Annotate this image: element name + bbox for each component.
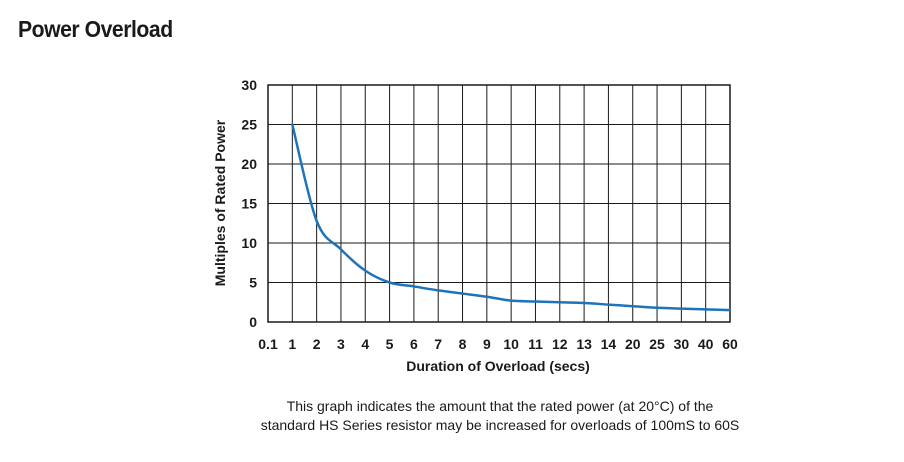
x-tick-label: 2 — [313, 336, 321, 352]
x-tick-label: 4 — [361, 336, 369, 352]
series-group — [291, 123, 732, 312]
x-tick-label: 14 — [601, 336, 617, 352]
x-axis-label: Duration of Overload (secs) — [406, 358, 590, 374]
data-point — [340, 248, 342, 250]
data-point — [656, 307, 658, 309]
x-tick-label: 5 — [386, 336, 394, 352]
caption-line-1: This graph indicates the amount that the… — [286, 398, 714, 414]
y-axis-label: Multiples of Rated Power — [212, 119, 228, 286]
data-point — [461, 292, 463, 294]
x-tick-label: 40 — [698, 336, 714, 352]
y-tick-label: 30 — [241, 77, 257, 93]
plot-frame — [267, 84, 731, 323]
data-point — [315, 220, 317, 222]
data-point — [607, 303, 609, 305]
y-tick-label: 15 — [241, 196, 257, 212]
data-point — [583, 302, 585, 304]
data-point — [437, 289, 439, 291]
page-title: Power Overload — [18, 16, 173, 42]
plot-border — [267, 84, 731, 323]
y-tick-label: 0 — [249, 314, 257, 330]
x-tick-label: 0.1 — [258, 336, 278, 352]
x-tick-label: 10 — [503, 336, 519, 352]
chart-grid — [267, 84, 731, 323]
y-axis-ticks: 0 5 10 15 20 25 30 — [241, 77, 257, 330]
data-point — [291, 123, 293, 125]
data-point — [486, 296, 488, 298]
data-point — [364, 269, 366, 271]
series-line — [291, 123, 732, 312]
x-axis-ticks: 0.1 1 2 3 4 5 6 7 8 9 10 11 12 13 14 20 25 30 40 60 — [258, 336, 738, 352]
data-point — [559, 301, 561, 303]
x-tick-label: 11 — [528, 336, 543, 352]
data-point — [534, 300, 536, 302]
data-point — [632, 305, 634, 307]
data-point — [388, 281, 390, 283]
x-tick-label: 60 — [722, 336, 738, 352]
y-tick-label: 25 — [241, 117, 257, 133]
x-tick-label: 7 — [434, 336, 442, 352]
y-tick-label: 20 — [241, 156, 257, 172]
caption-line-2: standard HS Series resistor may be incre… — [260, 417, 740, 433]
x-tick-label: 1 — [288, 336, 296, 352]
data-point — [704, 308, 706, 310]
x-tick-label: 9 — [483, 336, 491, 352]
data-point — [510, 299, 512, 301]
x-tick-label: 13 — [576, 336, 592, 352]
x-tick-label: 25 — [649, 336, 665, 352]
x-tick-label: 20 — [625, 336, 641, 352]
x-tick-label: 3 — [337, 336, 345, 352]
x-tick-label: 6 — [410, 336, 418, 352]
x-tick-label: 12 — [552, 336, 568, 352]
y-tick-label: 10 — [241, 235, 257, 251]
y-tick-label: 5 — [249, 275, 257, 291]
x-tick-label: 8 — [459, 336, 467, 352]
data-point — [729, 309, 731, 311]
data-point — [413, 285, 415, 287]
x-tick-label: 30 — [674, 336, 690, 352]
data-point — [680, 307, 682, 309]
